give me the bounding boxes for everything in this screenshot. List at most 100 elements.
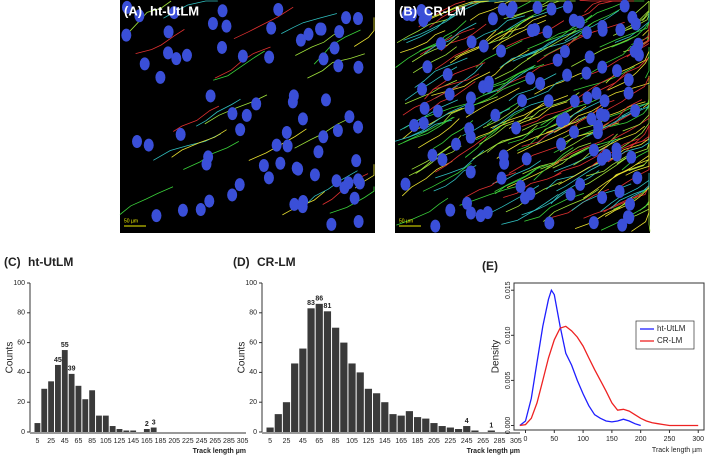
track	[526, 29, 577, 60]
bar	[356, 372, 364, 432]
cell	[614, 185, 625, 199]
bar	[116, 429, 123, 432]
x-tick-label: 25	[47, 438, 55, 445]
cell	[445, 203, 456, 217]
y-tick-label: 0.015	[505, 281, 512, 299]
track	[512, 36, 577, 62]
cell	[331, 174, 342, 188]
track	[427, 0, 489, 19]
bar	[299, 348, 307, 432]
cell	[121, 28, 132, 42]
cell	[341, 11, 352, 25]
cell	[464, 101, 475, 115]
track	[408, 145, 451, 177]
track	[411, 35, 460, 63]
x-tick-label: 225	[182, 438, 194, 445]
cell	[309, 168, 320, 182]
cell	[353, 120, 364, 134]
track	[418, 118, 460, 149]
bar	[463, 426, 471, 432]
cell	[619, 0, 630, 13]
bar	[143, 429, 150, 432]
track	[540, 142, 592, 170]
x-tick-label: 265	[477, 438, 489, 445]
bar	[123, 430, 130, 432]
cell	[227, 188, 238, 202]
y-tick-label: 0.005	[505, 372, 512, 390]
cell	[482, 206, 493, 220]
cell	[582, 91, 593, 105]
legend-box	[635, 320, 695, 350]
value-label: 1	[489, 422, 493, 429]
cell	[281, 125, 292, 139]
cell	[597, 23, 608, 37]
cell	[205, 89, 216, 103]
chart-title: CR-LM	[257, 255, 296, 269]
y-tick-label: 80	[249, 310, 257, 317]
track	[614, 12, 650, 43]
cell	[511, 121, 522, 135]
cell	[134, 9, 145, 23]
track	[402, 107, 463, 140]
scale-bar-label: 50 µm	[399, 218, 413, 224]
value-label: 2	[145, 421, 149, 428]
track	[554, 133, 614, 165]
track	[554, 146, 608, 177]
track	[492, 100, 546, 130]
track	[556, 161, 607, 192]
x-axis-title: Track length µm	[652, 447, 702, 454]
cell	[465, 165, 476, 179]
x-tick-label: 50	[550, 436, 558, 443]
track	[517, 75, 573, 104]
cell	[422, 9, 433, 23]
x-tick-label: 65	[315, 438, 323, 445]
track	[614, 150, 650, 177]
bar	[282, 402, 291, 432]
bar	[266, 427, 274, 432]
panel-title: CR-LM	[424, 3, 466, 18]
panel-title: ht-UtLM	[150, 3, 199, 18]
cell	[490, 108, 501, 122]
cell	[562, 0, 573, 14]
x-tick-label: 85	[332, 438, 340, 445]
cell	[559, 44, 570, 58]
cell	[496, 171, 507, 185]
track	[490, 64, 545, 88]
track	[419, 27, 475, 56]
bar	[68, 373, 75, 432]
y-tick-label: 0.000	[505, 417, 512, 435]
track	[497, 5, 552, 35]
bar	[41, 388, 48, 432]
track	[490, 99, 549, 129]
x-tick-label: 45	[299, 438, 307, 445]
cell	[169, 6, 180, 20]
track	[508, 145, 560, 174]
track	[645, 47, 650, 79]
track	[464, 122, 506, 158]
cell	[353, 11, 364, 25]
track	[353, 17, 375, 47]
cell	[517, 94, 528, 108]
cell	[282, 139, 293, 153]
bar	[75, 385, 82, 432]
x-tick-label: 245	[196, 438, 208, 445]
chart-title: ht-UtLM	[28, 255, 73, 269]
cell	[442, 67, 453, 81]
x-tick-label: 100	[577, 436, 589, 443]
cell	[595, 107, 606, 121]
y-tick-label: 20	[249, 399, 257, 406]
track	[281, 13, 338, 34]
track	[406, 15, 454, 44]
cell	[581, 66, 592, 80]
track	[533, 147, 574, 181]
cell	[483, 79, 494, 93]
cell	[560, 112, 571, 126]
track	[511, 0, 576, 19]
bar	[109, 426, 116, 432]
track	[407, 104, 468, 138]
x-tick-label: 265	[209, 438, 221, 445]
bar	[323, 311, 332, 432]
track	[505, 3, 572, 31]
cell	[615, 23, 626, 37]
cell	[201, 157, 212, 171]
